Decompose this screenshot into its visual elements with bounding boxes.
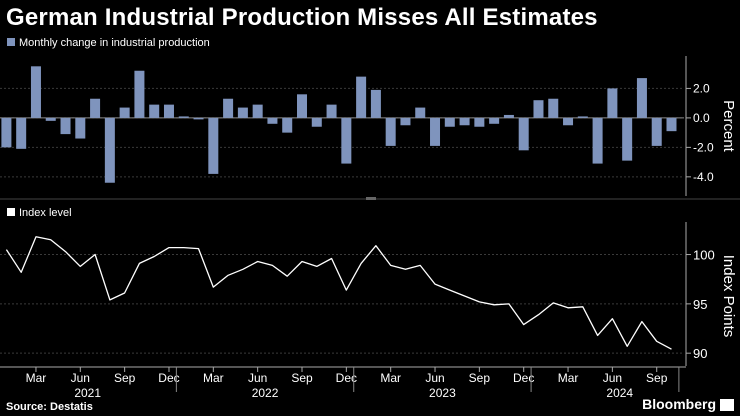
line-y-ticks: 100 95 90	[686, 248, 715, 361]
bar-mark	[430, 117, 441, 146]
x-month-label: Sep	[469, 371, 491, 385]
bar-mark	[134, 70, 145, 118]
bar-mark	[577, 116, 588, 118]
bar-mark	[356, 76, 367, 118]
bar-mark	[45, 117, 56, 121]
bar-legend-swatch	[7, 38, 15, 46]
x-month-label: Dec	[336, 371, 357, 385]
bar-mark	[489, 117, 500, 124]
bar-mark	[282, 117, 293, 133]
bar-mark	[237, 107, 248, 118]
bloomberg-logo: Bloomberg	[642, 396, 716, 412]
bar-mark	[311, 117, 322, 127]
bar-y-tick-label: 0.0	[693, 111, 710, 125]
x-month-label: Dec	[158, 371, 179, 385]
bar-mark	[90, 98, 101, 118]
bar-mark	[666, 117, 677, 132]
bar-mark	[104, 117, 115, 183]
x-month-label: Sep	[646, 371, 668, 385]
bar-mark	[518, 117, 529, 151]
bar-mark	[178, 116, 189, 118]
bar-y-tick-label: 2.0	[693, 81, 710, 95]
bar-mark	[459, 117, 470, 126]
x-month-label: Jun	[603, 371, 622, 385]
bar-mark	[503, 114, 514, 118]
x-year-label: 2024	[606, 386, 633, 400]
bar-mark	[326, 104, 337, 118]
line-y-tick-label: 90	[693, 346, 707, 361]
line-y-tick-label: 95	[693, 297, 707, 312]
bar-mark	[119, 107, 130, 118]
bar-mark	[163, 104, 174, 118]
bar-legend-label: Monthly change in industrial production	[19, 37, 210, 49]
bar-mark	[415, 107, 426, 118]
bar-mark	[16, 117, 27, 149]
bar-mark	[400, 117, 411, 126]
line-legend-swatch	[7, 208, 15, 216]
x-month-label: Mar	[26, 371, 47, 385]
x-month-label: Sep	[114, 371, 136, 385]
panel-drag-handle	[366, 197, 376, 200]
bar-mark	[548, 98, 559, 118]
bar-mark	[385, 117, 396, 146]
x-month-label: Jun	[425, 371, 444, 385]
x-month-label: Dec	[513, 371, 534, 385]
line-y-tick-label: 100	[693, 248, 715, 263]
bar-y-axis-label: Percent	[720, 100, 737, 153]
x-month-label: Mar	[203, 371, 224, 385]
bar-mark	[208, 117, 219, 174]
bar-mark	[193, 117, 204, 120]
source-note: Source: Destatis	[6, 401, 93, 413]
line-y-axis-label: Index Points	[720, 255, 737, 338]
x-month-label: Mar	[380, 371, 401, 385]
bar-mark	[474, 117, 485, 127]
x-month-label: Jun	[248, 371, 267, 385]
x-year-label: 2023	[429, 386, 456, 400]
x-month-label: Mar	[558, 371, 579, 385]
bar-mark	[592, 117, 603, 164]
bar-mark	[444, 117, 455, 127]
bar-y-ticks: 2.0 0.0 -2.0 -4.0	[686, 81, 714, 184]
bar-mark	[267, 117, 278, 124]
bar-mark	[75, 117, 86, 139]
bar-mark	[607, 88, 618, 118]
line-legend-label: Index level	[19, 207, 72, 219]
bar-mark	[563, 117, 574, 126]
bar-y-tick-label: -4.0	[693, 170, 714, 184]
bar-mark	[60, 117, 71, 135]
bar-mark	[252, 104, 263, 118]
bar-mark	[622, 117, 633, 161]
bar-y-tick-label: -2.0	[693, 140, 714, 154]
x-year-label: 2021	[74, 386, 101, 400]
bar-mark	[651, 117, 662, 146]
line-gridlines	[0, 254, 684, 354]
bar-mark	[30, 66, 41, 118]
x-year-label: 2022	[252, 386, 279, 400]
bar-mark	[223, 98, 234, 118]
bar-mark	[1, 117, 12, 148]
bar-mark	[533, 100, 544, 118]
x-month-label: Jun	[71, 371, 90, 385]
bar-mark	[370, 89, 381, 118]
x-month-label: Sep	[291, 371, 313, 385]
bar-mark	[341, 117, 352, 164]
chart-title: German Industrial Production Misses All …	[6, 4, 598, 31]
bar-mark	[297, 94, 307, 118]
bar-series	[1, 66, 677, 183]
x-axis: Mar Jun Sep Dec Mar Jun Sep Dec Mar Jun Sep Dec Mar J…	[26, 367, 680, 400]
bar-mark	[636, 78, 647, 118]
bar-mark	[149, 104, 160, 118]
bloomberg-logo-mark-icon	[720, 399, 734, 411]
index-line	[5, 236, 672, 350]
